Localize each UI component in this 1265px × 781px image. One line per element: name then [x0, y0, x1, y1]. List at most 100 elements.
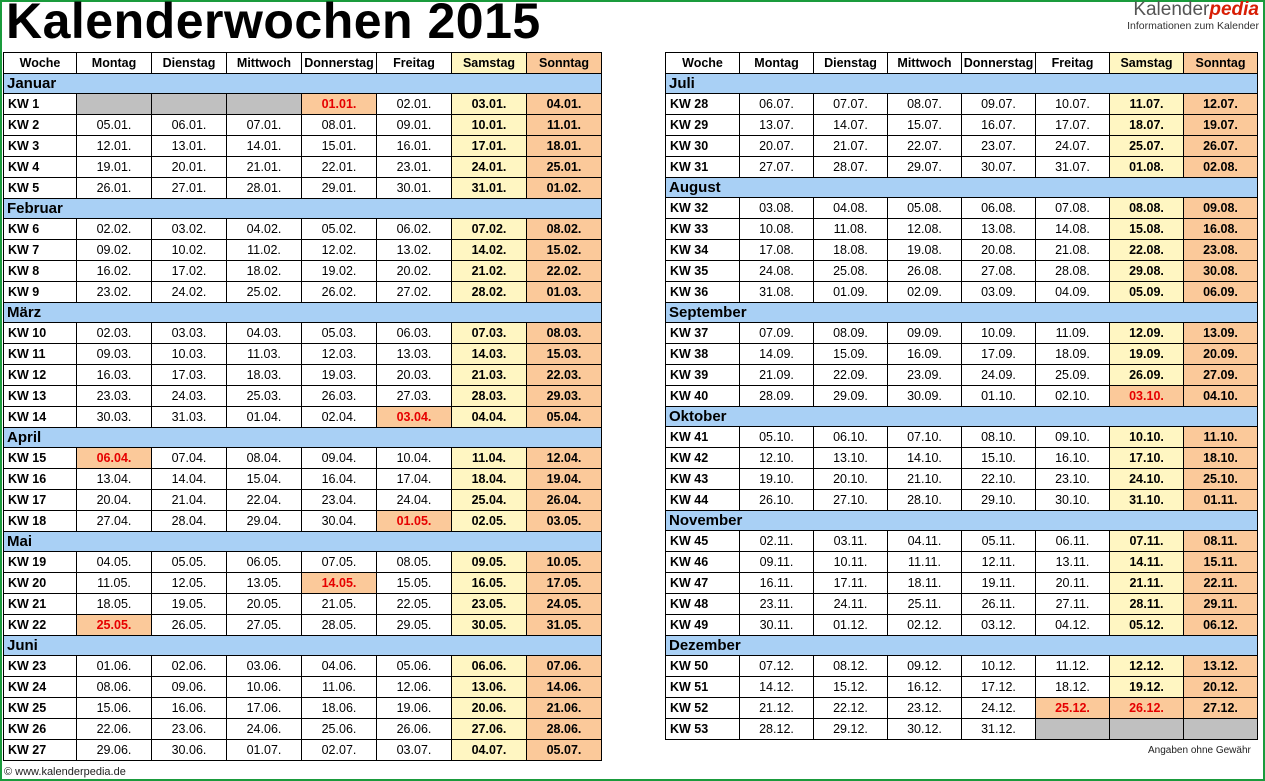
day-cell: 21.09.: [739, 364, 814, 386]
week-row: KW 29 13.07. 14.07. 15.07. 16.07. 17.07. 18.07…: [665, 114, 1258, 136]
day-cell: 08.07.: [887, 93, 962, 115]
week-number: KW 31: [665, 156, 740, 178]
day-cell: 12.05.: [151, 572, 227, 594]
day-cell: 21.08.: [1035, 239, 1110, 261]
day-cell: 27.08.: [961, 260, 1036, 282]
month-label: Oktober: [665, 406, 1258, 427]
day-cell: 02.02.: [76, 218, 152, 240]
day-cell: 19.02.: [301, 260, 377, 282]
day-cell: 04.02.: [226, 218, 302, 240]
day-cell: 17.01.: [451, 135, 527, 157]
day-cell: 05.05.: [151, 551, 227, 573]
day-cell: 17.04.: [376, 468, 452, 490]
day-cell: 18.01.: [526, 135, 602, 157]
day-cell: 15.07.: [887, 114, 962, 136]
day-cell: 12.09.: [1109, 322, 1184, 344]
day-cell: 20.07.: [739, 135, 814, 157]
column-header: Dienstag: [813, 52, 888, 74]
day-cell: 23.02.: [76, 281, 152, 303]
day-cell: 16.12.: [887, 676, 962, 698]
week-number: KW 43: [665, 468, 740, 490]
column-header: Sonntag: [526, 52, 602, 74]
week-row: KW 31 27.07. 28.07. 29.07. 30.07. 31.07. 01.08…: [665, 156, 1258, 178]
day-cell: 23.12.: [887, 697, 962, 719]
day-cell: 02.03.: [76, 322, 152, 344]
day-cell: 27.05.: [226, 614, 302, 636]
day-cell: 03.07.: [376, 739, 452, 761]
day-cell: 20.12.: [1183, 676, 1258, 698]
calendar-table-first-half: Woche Montag Dienstag Mittwoch Donnerstag Fre…: [3, 52, 602, 761]
week-number: KW 36: [665, 281, 740, 303]
week-row: KW 8 16.02. 17.02. 18.02. 19.02. 20.02. 21.02.…: [3, 260, 602, 282]
day-cell: 28.11.: [1109, 593, 1184, 615]
day-cell: 23.06.: [151, 718, 227, 740]
week-row: KW 26 22.06. 23.06. 24.06. 25.06. 26.06. 27.06…: [3, 718, 602, 740]
day-cell: 30.11.: [739, 614, 814, 636]
day-cell: 06.07.: [739, 93, 814, 115]
day-cell: 19.10.: [739, 468, 814, 490]
day-cell: 13.06.: [451, 676, 527, 698]
brand-name: Kalenderpedia: [1127, 0, 1259, 20]
week-row: KW 43 19.10. 20.10. 21.10. 22.10. 23.10. 24.10…: [665, 468, 1258, 490]
day-cell: 13.02.: [376, 239, 452, 261]
month-band: Mai: [3, 531, 602, 552]
day-cell: 24.01.: [451, 156, 527, 178]
day-cell: 03.10.: [1109, 385, 1184, 407]
month-band: August: [665, 177, 1258, 198]
day-cell: 31.07.: [1035, 156, 1110, 178]
day-cell: 13.07.: [739, 114, 814, 136]
week-number: KW 42: [665, 447, 740, 469]
day-cell: 14.07.: [813, 114, 888, 136]
day-cell: 04.04.: [451, 406, 527, 428]
day-cell: 09.03.: [76, 343, 152, 365]
day-cell: 06.04.: [76, 447, 152, 469]
week-number: KW 8: [3, 260, 77, 282]
week-number: KW 33: [665, 218, 740, 240]
day-cell: 24.04.: [376, 489, 452, 511]
day-cell: 07.01.: [226, 114, 302, 136]
day-cell: 26.10.: [739, 489, 814, 511]
week-row: KW 53 28.12. 29.12. 30.12. 31.12.: [665, 718, 1258, 740]
day-cell: 18.07.: [1109, 114, 1184, 136]
day-cell: 11.06.: [301, 676, 377, 698]
day-cell: 10.09.: [961, 322, 1036, 344]
day-cell: 22.08.: [1109, 239, 1184, 261]
footer-copyright[interactable]: © www.kalenderpedia.de: [4, 766, 126, 778]
day-cell: 28.08.: [1035, 260, 1110, 282]
day-cell: 30.07.: [961, 156, 1036, 178]
day-cell: 15.10.: [961, 447, 1036, 469]
day-cell: 17.03.: [151, 364, 227, 386]
week-row: KW 22 25.05. 26.05. 27.05. 28.05. 29.05. 30.05…: [3, 614, 602, 636]
day-cell: 21.01.: [226, 156, 302, 178]
day-cell: 05.08.: [887, 197, 962, 219]
header-row: Woche Montag Dienstag Mittwoch Donnerstag Fre…: [665, 52, 1258, 74]
day-cell: 30.10.: [1035, 489, 1110, 511]
day-cell: 21.11.: [1109, 572, 1184, 594]
day-cell: 11.04.: [451, 447, 527, 469]
week-row: KW 17 20.04. 21.04. 22.04. 23.04. 24.04. 25.04…: [3, 489, 602, 511]
day-cell: 01.07.: [226, 739, 302, 761]
day-cell: 16.02.: [76, 260, 152, 282]
day-cell: 10.08.: [739, 218, 814, 240]
month-band: Dezember: [665, 635, 1258, 656]
day-cell: 24.10.: [1109, 468, 1184, 490]
day-cell: 26.07.: [1183, 135, 1258, 157]
week-number: KW 50: [665, 655, 740, 677]
day-cell: 24.05.: [526, 593, 602, 615]
day-cell: 30.12.: [887, 718, 962, 740]
column-header: Sonntag: [1183, 52, 1258, 74]
day-cell: 15.05.: [376, 572, 452, 594]
week-row: KW 7 09.02. 10.02. 11.02. 12.02. 13.02. 14.02.…: [3, 239, 602, 261]
day-cell: 07.04.: [151, 447, 227, 469]
day-cell: 21.03.: [451, 364, 527, 386]
day-cell: 06.05.: [226, 551, 302, 573]
day-cell: 24.12.: [961, 697, 1036, 719]
brand-logo[interactable]: Kalenderpedia Informationen zum Kalender: [1127, 0, 1259, 33]
day-cell: 08.12.: [813, 655, 888, 677]
day-cell: 08.01.: [301, 114, 377, 136]
day-cell: 05.09.: [1109, 281, 1184, 303]
day-cell: 11.12.: [1035, 655, 1110, 677]
day-cell: 27.03.: [376, 385, 452, 407]
day-cell: 16.01.: [376, 135, 452, 157]
day-cell: 21.07.: [813, 135, 888, 157]
